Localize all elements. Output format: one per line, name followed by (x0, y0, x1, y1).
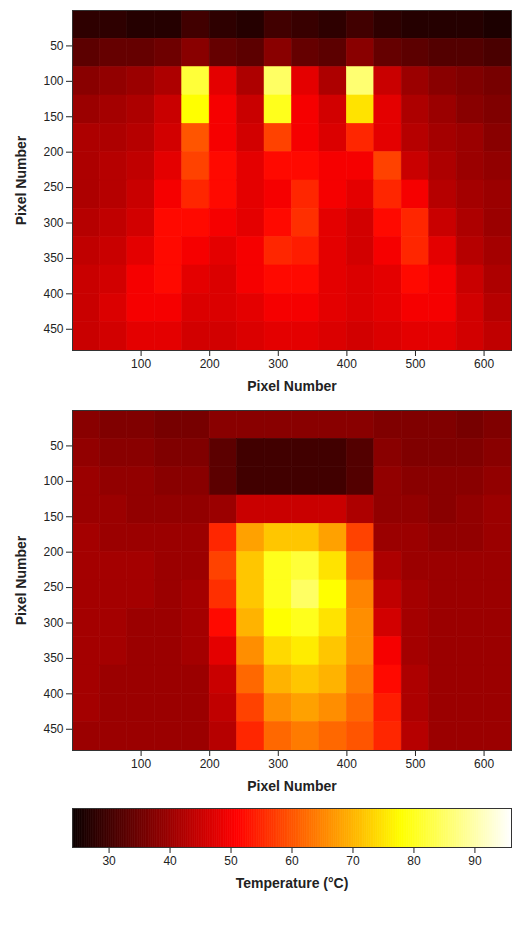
svg-text:450: 450 (43, 722, 63, 736)
svg-text:200: 200 (43, 545, 63, 559)
svg-text:300: 300 (43, 216, 63, 230)
svg-text:150: 150 (43, 510, 63, 524)
svg-text:400: 400 (43, 687, 63, 701)
svg-text:600: 600 (474, 757, 494, 771)
svg-text:150: 150 (43, 110, 63, 124)
svg-text:Pixel Number: Pixel Number (247, 778, 337, 794)
svg-text:Pixel Number: Pixel Number (13, 135, 29, 225)
svg-text:250: 250 (43, 180, 63, 194)
svg-text:450: 450 (43, 322, 63, 336)
svg-text:50: 50 (224, 854, 238, 868)
svg-text:200: 200 (43, 145, 63, 159)
svg-text:Pixel Number: Pixel Number (13, 535, 29, 625)
svg-text:300: 300 (43, 616, 63, 630)
svg-text:400: 400 (43, 287, 63, 301)
svg-text:300: 300 (268, 757, 288, 771)
svg-text:600: 600 (474, 357, 494, 371)
svg-text:60: 60 (285, 854, 299, 868)
svg-text:350: 350 (43, 651, 63, 665)
svg-text:400: 400 (337, 357, 357, 371)
svg-text:200: 200 (200, 357, 220, 371)
svg-text:80: 80 (407, 854, 421, 868)
svg-text:200: 200 (200, 757, 220, 771)
svg-text:400: 400 (337, 757, 357, 771)
svg-text:Pixel Number: Pixel Number (247, 378, 337, 394)
svg-text:300: 300 (268, 357, 288, 371)
svg-text:350: 350 (43, 251, 63, 265)
svg-text:Temperature (°C): Temperature (°C) (236, 875, 349, 891)
svg-text:70: 70 (346, 854, 360, 868)
svg-text:100: 100 (131, 357, 151, 371)
svg-text:90: 90 (468, 854, 482, 868)
svg-text:40: 40 (163, 854, 177, 868)
svg-text:50: 50 (50, 39, 64, 53)
svg-text:250: 250 (43, 580, 63, 594)
svg-text:500: 500 (405, 757, 425, 771)
svg-text:100: 100 (131, 757, 151, 771)
svg-text:500: 500 (405, 357, 425, 371)
svg-text:50: 50 (50, 439, 64, 453)
svg-text:100: 100 (43, 474, 63, 488)
svg-text:100: 100 (43, 74, 63, 88)
svg-text:30: 30 (102, 854, 116, 868)
